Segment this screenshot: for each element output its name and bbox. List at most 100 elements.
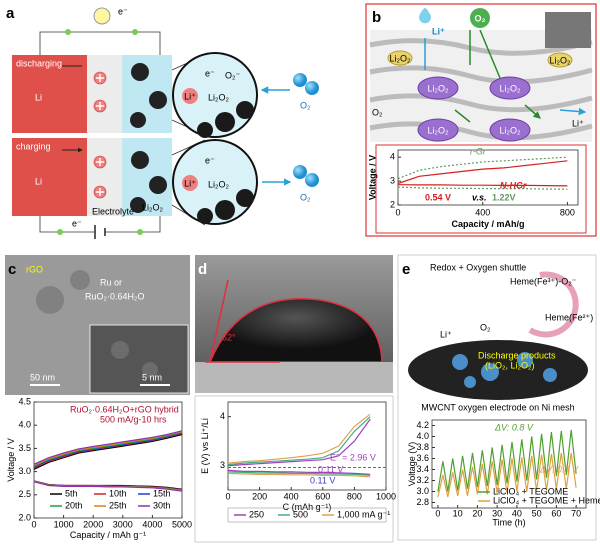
y-tick-label: 2.0 [18,512,31,522]
panel-label: c [8,261,16,278]
plot-frame [227,401,387,491]
cathode-particles [130,63,167,213]
x-tick-label: 50 [532,508,542,518]
y-tick-label: 4.2 [416,420,429,430]
y-tick-label: 4 [390,152,395,162]
panel-label: d [198,261,207,278]
o2-drop [470,8,490,28]
plot-frame [431,419,587,509]
series-line [227,418,371,467]
anode-label: Li [35,176,42,186]
legend-label: 15th [153,488,171,498]
particle-label: Li₂O₂ [500,125,521,135]
peroxide-label: Li₂O₂ [208,179,229,189]
series-line [397,186,568,190]
oxygen-molecule [293,73,319,95]
x-tick-label: 400 [475,207,490,217]
ion-label: Li⁺ [184,178,196,188]
y-tick-label: 3 [390,175,395,185]
electrolyte-label: Electrolyte [92,206,134,216]
bulb [93,7,111,25]
wire [39,216,161,233]
series-line [33,431,183,466]
y-tick-label: 3.4 [416,464,429,474]
series-line [227,416,371,466]
legend-label: 25th [109,500,127,510]
droplet [208,298,383,363]
x-tick-label: 0 [31,519,36,529]
x-tick-label: 0 [225,491,230,501]
series-label: r-Gr [470,146,487,156]
peroxide-label: Li₂O₂ [208,92,229,102]
series-line [227,471,371,476]
product-label: Li₂O₂ [142,202,163,212]
x-tick-label: 200 [252,491,267,501]
x-tick-label: 400 [284,491,299,501]
annotation: 0.11 V [318,464,343,474]
heme-label: Heme(Fe³⁺)-O₂⁻ [510,276,577,286]
series-line [33,481,183,492]
y-tick-label: 4.0 [416,431,429,441]
legend-label: LiClO₄ + TEGOME [493,486,568,496]
series-line [397,156,568,180]
series-label: N-HGr [500,180,527,190]
legend-box [227,507,387,523]
y-tick-label: 3.0 [416,486,429,496]
y-tick-label: 3.0 [18,466,31,476]
state-label: discharging [16,58,62,68]
electrode-label: MWCNT oxygen electrode on Ni mesh [421,402,574,412]
ion-label: Li⁺ [572,118,584,128]
plot-frame [397,149,579,206]
panel-d: d 62° [194,255,394,543]
x-tick-label: 2000 [83,519,103,529]
o2-label: O₂ [372,107,383,117]
series-line [33,432,183,468]
series-line [33,433,183,470]
electron-label: e⁻ [205,68,215,78]
legend-label: 250 [249,509,264,519]
tem-inset [89,324,189,394]
x-tick-label: 3000 [113,519,133,529]
anode [12,55,87,133]
plot-frame [33,401,183,519]
panel-label: a [6,5,15,22]
y-tick-label: 3.2 [416,475,429,485]
y-axis-label: Voltage / V [6,438,16,482]
scale-bar: 5 nm [142,372,162,382]
y-tick-label: 4.5 [18,396,31,406]
ru-label: RuO₂·0.64H₂O [85,291,145,301]
x-tick-label: 30 [492,508,502,518]
particle-label: Li₂O₂ [428,125,449,135]
zoom-circle [172,139,258,225]
annotation: ΔV: 0.3 V [539,464,579,474]
legend-label: LiClO₄ + TEGOME + Heme [493,495,600,505]
y-axis-label: Voltage / V [368,155,378,200]
series-line [227,469,371,475]
x-axis-label: Time (h) [492,518,525,528]
panel-c: c rGO Ru or RuO₂·0.64H₂O 50 nm 5 nm [5,255,190,395]
series-line [437,452,577,498]
x-tick-label: 1000 [376,491,396,501]
y-tick-label: 2.8 [416,497,429,507]
y-tick-label: 2 [390,199,395,209]
panel-label: b [372,9,381,26]
legend-label: 5th [65,488,78,498]
series-line [33,430,183,465]
x-tick-label: 70 [571,508,581,518]
x-axis-label: C (mAh g⁻¹) [283,502,332,512]
panel-label: e [402,261,410,278]
panel-a: a e⁻ discharging charging Li Li Electrol… [6,5,319,239]
annotation: ΔV: 0.8 V [494,422,534,432]
anode-label: Li [35,92,42,102]
y-axis-label: Voltage (V) [407,442,417,487]
oxygen-molecule [293,165,319,187]
product-label: Discharge products [478,350,556,360]
annotation: 0.11 V [310,475,335,485]
plus-signs [96,74,104,196]
o2-label: O₂ [480,322,491,332]
legend-label: 500 [293,509,308,519]
x-tick-label: 800 [560,207,575,217]
series-line [227,472,371,478]
shuttle-label: Redox + Oxygen shuttle [430,262,526,272]
